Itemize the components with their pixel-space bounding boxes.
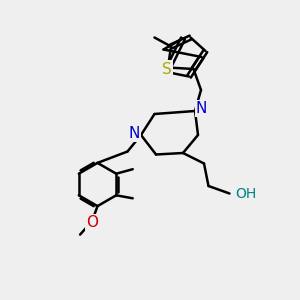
Text: S: S <box>162 61 171 76</box>
Text: O: O <box>86 215 98 230</box>
Text: OH: OH <box>235 187 256 200</box>
Text: N: N <box>196 101 207 116</box>
Text: N: N <box>129 126 140 141</box>
